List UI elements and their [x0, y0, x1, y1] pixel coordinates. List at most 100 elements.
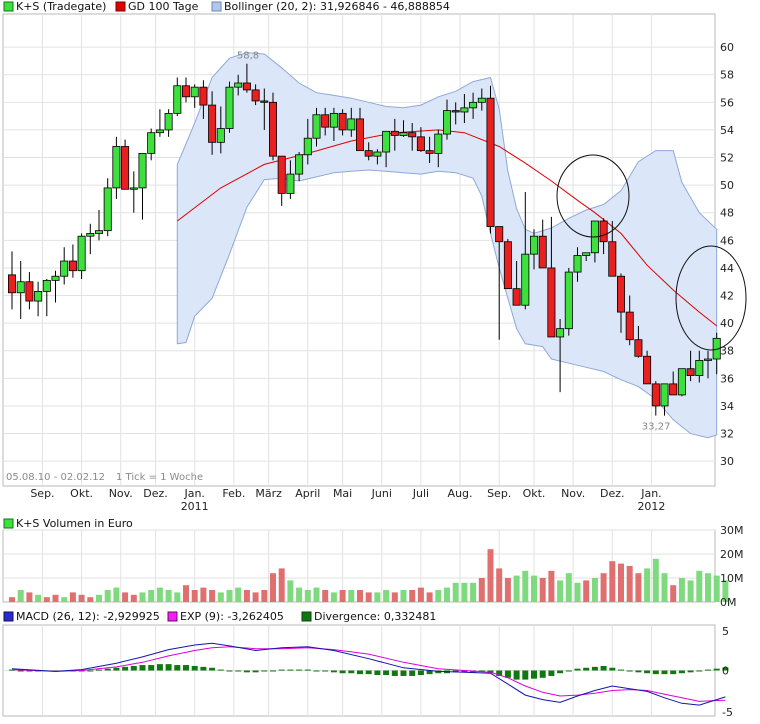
divergence-bar: [678, 670, 685, 674]
candle-body-up: [95, 230, 104, 234]
candle: [147, 128, 156, 161]
candle-body-up: [399, 132, 408, 136]
volume-bar: [618, 563, 624, 602]
month-label: Feb.: [222, 487, 245, 500]
candle-body-up: [34, 291, 43, 302]
candle: [242, 63, 251, 93]
candle: [68, 244, 77, 278]
month-label: Dez.: [143, 487, 168, 500]
candle-body-down: [181, 85, 190, 98]
volume-bar: [217, 592, 224, 602]
month-label: Jan.: [640, 487, 661, 500]
candle: [425, 136, 434, 164]
divergence-bar: [87, 670, 94, 672]
volume-bar: [670, 585, 677, 602]
volume-bar: [435, 590, 442, 602]
volume-bar: [209, 590, 216, 602]
volume-bar: [426, 592, 433, 602]
candle: [268, 92, 277, 161]
candle: [660, 383, 669, 416]
price-y-tick: 40: [720, 317, 734, 330]
candle-body-up: [582, 252, 591, 256]
divergence-bar: [374, 670, 381, 676]
volume-bar: [96, 594, 102, 602]
candle-body-down: [121, 146, 130, 190]
candle: [216, 106, 225, 154]
candle-body-up: [329, 112, 338, 128]
candle: [321, 107, 330, 136]
volume-bar: [522, 570, 529, 602]
candle: [295, 152, 304, 181]
divergence-bar: [304, 669, 311, 671]
price-y-tick: 42: [720, 290, 734, 303]
candle-body-up: [42, 279, 51, 292]
volume-bar: [696, 570, 703, 602]
candle: [677, 368, 686, 397]
volume-bar: [270, 573, 276, 602]
candle: [399, 120, 408, 137]
divergence-bar: [539, 670, 546, 678]
candle-body-up: [216, 128, 225, 143]
volume-bar: [200, 587, 207, 602]
candle-body-up: [521, 253, 530, 306]
candle: [25, 272, 34, 310]
candle-body-down: [251, 89, 260, 102]
divergence-bar: [426, 670, 433, 675]
divergence-bar: [96, 669, 102, 671]
volume-bar: [626, 566, 633, 602]
month-label: Juli: [412, 487, 429, 500]
price-y-tick: 32: [720, 428, 734, 441]
candle: [547, 216, 556, 338]
divergence-bar: [26, 670, 33, 672]
volume-bar: [609, 561, 616, 602]
candle: [51, 270, 60, 303]
divergence-bar: [252, 670, 259, 673]
volume-bar: [557, 580, 564, 602]
month-label: Okt.: [523, 487, 546, 500]
divergence-bar: [513, 670, 520, 680]
volume-bar: [357, 590, 363, 602]
volume-bar: [122, 592, 129, 602]
candle: [77, 233, 86, 279]
candle-body-down: [486, 97, 495, 227]
volume-bar: [383, 590, 390, 602]
candle-body-up: [303, 137, 312, 156]
candle-body-up: [312, 114, 321, 139]
candle: [408, 123, 417, 151]
candle-body-down: [68, 260, 77, 272]
candle: [442, 99, 451, 140]
divergence-bar: [270, 670, 276, 672]
candle: [434, 129, 443, 168]
exp-line: [11, 646, 726, 702]
candle-body-down: [242, 82, 251, 91]
candle-body-up: [286, 173, 295, 194]
macd-line: [11, 642, 726, 706]
month-label: März: [255, 487, 282, 500]
volume-bar: [78, 594, 85, 602]
candle-body-up: [442, 110, 451, 135]
volume-bar: [365, 592, 372, 602]
candle-body-down: [625, 311, 634, 341]
volume-bar: [52, 594, 59, 602]
divergence-bar: [17, 670, 24, 672]
volume-bar: [496, 568, 503, 602]
bollinger-band: [176, 52, 718, 439]
divergence-bar: [670, 670, 677, 675]
candle-body-up: [190, 86, 199, 98]
volume-bar: [487, 549, 494, 602]
candle-body-down: [547, 267, 556, 338]
candle-body-up: [677, 368, 686, 396]
candle: [599, 218, 608, 255]
candle-body-up: [234, 82, 243, 88]
legend-bollinger-label: Bollinger (20, 2): 31,926846 - 46,888854: [224, 0, 450, 13]
candle: [469, 92, 478, 119]
candle: [364, 142, 373, 161]
volume-bar: [313, 587, 320, 602]
price-y-tick: 38: [720, 345, 734, 358]
volume-bar: [583, 580, 590, 602]
divergence-bar: [557, 670, 564, 674]
candle-body-down: [7, 274, 16, 294]
price-y-tick: 48: [720, 207, 734, 220]
candle: [208, 91, 217, 155]
divergence-bar: [705, 669, 711, 671]
